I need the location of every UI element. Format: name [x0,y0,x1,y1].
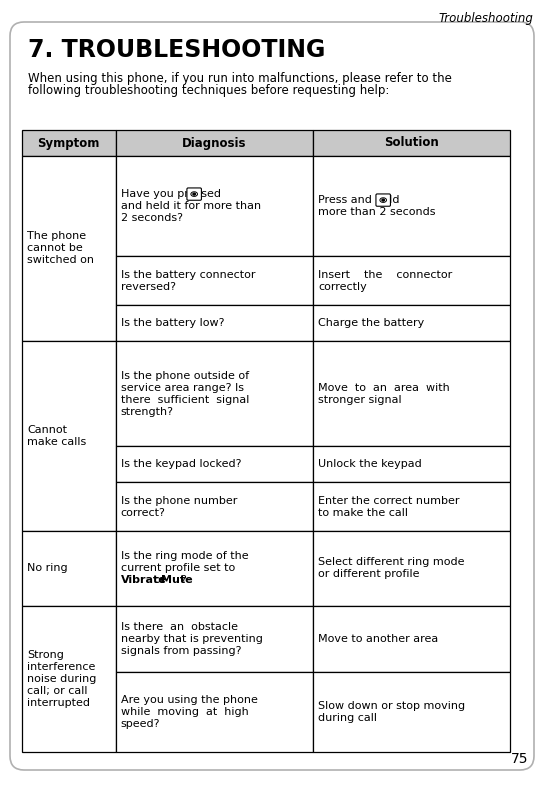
Text: and held it for more than: and held it for more than [120,201,261,211]
Bar [313,156,510,256]
Bar [313,531,510,606]
Text: The phone: The phone [27,231,86,242]
Bar [22,606,116,752]
Text: current profile set to: current profile set to [120,563,235,574]
Text: or different profile: or different profile [318,570,420,579]
Text: Slow down or stop moving: Slow down or stop moving [318,702,465,711]
Text: Unlock the keypad: Unlock the keypad [318,459,422,469]
Text: Charge the battery: Charge the battery [318,318,424,328]
FancyBboxPatch shape [187,188,202,200]
Text: interference: interference [27,662,95,672]
FancyBboxPatch shape [376,194,390,206]
Bar [22,531,116,606]
Text: Symptom: Symptom [38,137,100,149]
Text: cannot be: cannot be [27,243,83,254]
Bar [22,130,116,156]
Text: to make the call: to make the call [318,508,408,517]
Text: Diagnosis: Diagnosis [182,137,246,149]
Bar [313,305,510,341]
Ellipse shape [380,198,386,202]
Text: 7. TROUBLESHOOTING: 7. TROUBLESHOOTING [28,38,325,62]
Bar [313,606,510,672]
Bar [22,341,116,531]
Text: make calls: make calls [27,437,86,447]
Text: strength?: strength? [120,407,174,416]
Bar [116,446,313,482]
Text: reversed?: reversed? [120,281,175,292]
Text: signals from passing?: signals from passing? [120,646,241,656]
Text: Press and hold: Press and hold [318,195,399,205]
Text: 2 seconds?: 2 seconds? [120,213,183,223]
Bar [116,130,313,156]
Text: Have you pressed: Have you pressed [120,189,221,199]
Bar [22,156,116,341]
Bar [116,156,313,256]
Text: Enter the correct number: Enter the correct number [318,495,459,506]
Text: Select different ring mode: Select different ring mode [318,557,464,567]
Text: Strong: Strong [27,650,64,660]
FancyBboxPatch shape [10,22,534,770]
Bar [116,531,313,606]
Text: more than 2 seconds: more than 2 seconds [318,207,435,217]
Ellipse shape [193,193,195,195]
Text: Is the ring mode of the: Is the ring mode of the [120,551,248,562]
Text: noise during: noise during [27,674,96,684]
Text: Is the phone number: Is the phone number [120,495,237,506]
Text: Is the keypad locked?: Is the keypad locked? [120,459,241,469]
Bar [313,256,510,305]
Text: Is the battery connector: Is the battery connector [120,269,255,280]
Text: correct?: correct? [120,508,166,517]
Text: Is the battery low?: Is the battery low? [120,318,224,328]
Text: following troubleshooting techniques before requesting help:: following troubleshooting techniques bef… [28,84,389,97]
Bar [116,305,313,341]
Text: or: or [153,575,165,585]
Text: Mute: Mute [161,575,193,585]
Text: correctly: correctly [318,281,367,292]
Text: call; or call: call; or call [27,686,88,696]
Text: stronger signal: stronger signal [318,395,402,404]
Text: 75: 75 [511,752,528,766]
Text: Are you using the phone: Are you using the phone [120,695,257,705]
Ellipse shape [191,192,197,197]
Bar [116,256,313,305]
Bar [116,672,313,752]
Bar [313,130,510,156]
Text: ?: ? [180,575,186,585]
Text: Is there  an  obstacle: Is there an obstacle [120,622,238,632]
Text: When using this phone, if you run into malfunctions, please refer to the: When using this phone, if you run into m… [28,72,452,85]
Text: nearby that is preventing: nearby that is preventing [120,634,263,644]
Text: Troubleshooting: Troubleshooting [438,12,533,25]
Text: Cannot: Cannot [27,425,67,435]
Text: switched on: switched on [27,255,94,265]
Text: Move to another area: Move to another area [318,634,438,644]
Text: there  sufficient  signal: there sufficient signal [120,395,249,404]
Bar [313,446,510,482]
Text: speed?: speed? [120,719,160,729]
Bar [313,672,510,752]
Text: No ring: No ring [27,563,68,574]
Ellipse shape [382,199,384,201]
Text: Move  to  an  area  with: Move to an area with [318,382,450,393]
Text: Solution: Solution [384,137,439,149]
Text: Vibrate: Vibrate [120,575,166,585]
Text: Is the phone outside of: Is the phone outside of [120,371,249,381]
Text: while  moving  at  high: while moving at high [120,707,249,717]
Bar [313,482,510,531]
Bar [313,341,510,446]
Bar [116,482,313,531]
Text: service area range? Is: service area range? Is [120,382,244,393]
Text: interrupted: interrupted [27,698,90,708]
Text: during call: during call [318,713,377,723]
Bar [116,606,313,672]
Bar [116,341,313,446]
Text: Insert    the    connector: Insert the connector [318,269,452,280]
